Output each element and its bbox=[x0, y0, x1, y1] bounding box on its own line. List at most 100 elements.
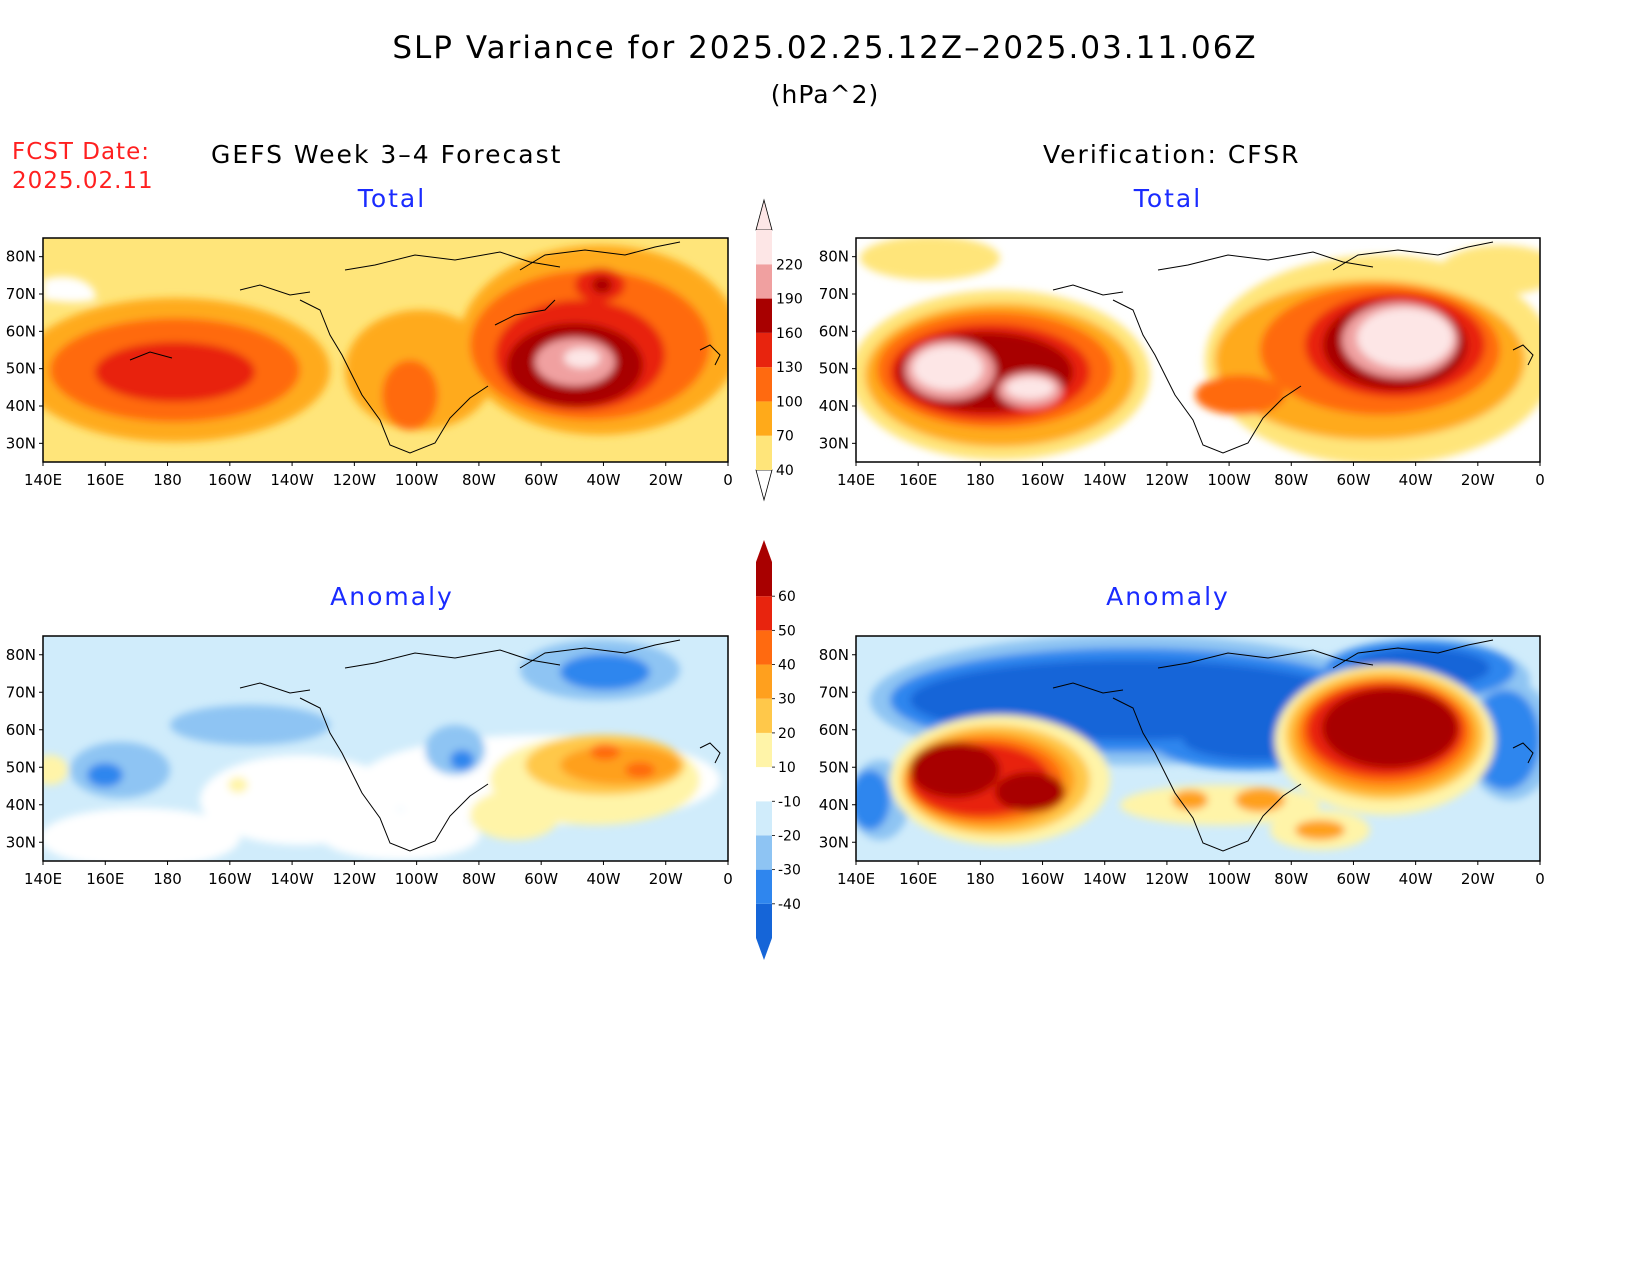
colorbar-level-label: 40 bbox=[776, 463, 794, 479]
lon-tick-label: 160E bbox=[899, 870, 937, 888]
colorbar-level-label: 130 bbox=[776, 360, 803, 376]
lat-tick-label: 80N bbox=[6, 248, 36, 266]
anomaly-colorbar: -40 -30 -20 -10 10 20 30 40 50 60 bbox=[756, 540, 801, 960]
lat-tick-label: 70N bbox=[6, 683, 36, 701]
lon-tick-label: 140E bbox=[24, 870, 62, 888]
verification-anomaly-frame bbox=[855, 635, 1541, 862]
lon-tick-label: 160W bbox=[208, 471, 252, 489]
verification-total-map bbox=[856, 238, 1540, 462]
lon-tick-label: 100W bbox=[1207, 870, 1251, 888]
lat-tick-label: 40N bbox=[819, 796, 849, 814]
colorbar-level-label: -10 bbox=[778, 794, 801, 810]
forecast-anomaly-map bbox=[43, 636, 728, 861]
lon-tick-label: 140E bbox=[837, 870, 875, 888]
colorbar-swatch bbox=[756, 435, 772, 470]
lat-tick-label: 80N bbox=[819, 248, 849, 266]
lat-tick-label: 40N bbox=[6, 397, 36, 415]
lon-tick-label: 140W bbox=[1083, 471, 1127, 489]
colorbar-swatch bbox=[756, 298, 772, 333]
lon-tick-label: 0 bbox=[1535, 471, 1545, 489]
lon-tick-label: 180 bbox=[153, 870, 182, 888]
lon-tick-label: 160E bbox=[899, 471, 937, 489]
forecast-date-label: FCST Date: 2025.02.11 bbox=[12, 138, 154, 196]
lon-tick-label: 20W bbox=[649, 870, 683, 888]
lat-tick-label: 40N bbox=[819, 397, 849, 415]
lat-tick-label: 30N bbox=[819, 434, 849, 452]
lat-tick-label: 30N bbox=[819, 833, 849, 851]
lon-tick-label: 160W bbox=[1021, 870, 1065, 888]
lon-tick-label: 80W bbox=[462, 471, 496, 489]
colorbar-level-label: 100 bbox=[776, 394, 803, 410]
lon-tick-label: 0 bbox=[723, 471, 733, 489]
colorbar-swatch bbox=[756, 630, 772, 665]
colorbar-level-label: 30 bbox=[778, 692, 796, 708]
lon-tick-label: 80W bbox=[462, 870, 496, 888]
lat-tick-label: 80N bbox=[6, 646, 36, 664]
lon-tick-label: 120W bbox=[333, 870, 377, 888]
lon-tick-label: 160E bbox=[86, 471, 124, 489]
lon-tick-label: 180 bbox=[153, 471, 182, 489]
verification-anomaly-map bbox=[856, 636, 1540, 861]
lon-tick-label: 20W bbox=[1461, 471, 1495, 489]
lon-tick-label: 40W bbox=[586, 471, 620, 489]
colorbar-max-arrow bbox=[756, 540, 772, 562]
lon-tick-label: 80W bbox=[1274, 471, 1308, 489]
colorbar-swatch bbox=[756, 401, 772, 436]
lon-tick-label: 60W bbox=[524, 870, 558, 888]
colorbar-swatch bbox=[756, 367, 772, 402]
colorbar-level-label: 50 bbox=[778, 623, 796, 639]
lat-tick-label: 30N bbox=[6, 833, 36, 851]
lon-tick-label: 60W bbox=[1336, 471, 1370, 489]
lon-tick-label: 140W bbox=[270, 471, 314, 489]
lat-tick-label: 60N bbox=[6, 721, 36, 739]
colorbar-level-label: 40 bbox=[778, 658, 796, 674]
lon-tick-label: 100W bbox=[1207, 471, 1251, 489]
lon-tick-label: 180 bbox=[966, 870, 995, 888]
verification-column-title: Verification: CFSR bbox=[1043, 140, 1301, 169]
lon-tick-label: 120W bbox=[333, 471, 377, 489]
lon-tick-label: 140W bbox=[270, 870, 314, 888]
verification-anomaly-title: Anomaly bbox=[1106, 582, 1230, 611]
lat-tick-label: 50N bbox=[6, 758, 36, 776]
colorbar-level-label: 160 bbox=[776, 326, 803, 342]
lon-tick-label: 140E bbox=[837, 471, 875, 489]
lat-tick-label: 80N bbox=[819, 646, 849, 664]
forecast-column-title: GEFS Week 3–4 Forecast bbox=[211, 140, 563, 169]
colorbar-min-arrow bbox=[756, 938, 772, 960]
lon-tick-label: 100W bbox=[395, 471, 439, 489]
lon-tick-label: 140E bbox=[24, 471, 62, 489]
lat-tick-label: 40N bbox=[6, 796, 36, 814]
forecast-date-value: 2025.02.11 bbox=[12, 168, 154, 194]
colorbar-swatch bbox=[756, 332, 772, 368]
colorbar-level-label: -40 bbox=[778, 897, 801, 913]
lat-tick-label: 50N bbox=[819, 360, 849, 378]
lat-tick-label: 60N bbox=[819, 322, 849, 340]
colorbar-swatch bbox=[756, 732, 772, 768]
lat-tick-label: 60N bbox=[819, 721, 849, 739]
lat-tick-label: 60N bbox=[6, 322, 36, 340]
colorbar-level-label: 20 bbox=[778, 726, 796, 742]
colorbar-swatch bbox=[756, 664, 772, 699]
colorbar-swatch bbox=[756, 835, 772, 870]
colorbar-level-label: 10 bbox=[778, 760, 796, 776]
lon-tick-label: 20W bbox=[649, 471, 683, 489]
lon-tick-label: 40W bbox=[1399, 870, 1433, 888]
lon-tick-label: 80W bbox=[1274, 870, 1308, 888]
forecast-anomaly-frame bbox=[42, 635, 729, 862]
lon-tick-label: 20W bbox=[1461, 870, 1495, 888]
forecast-total-frame bbox=[42, 237, 729, 463]
colorbar-level-label: 220 bbox=[776, 257, 803, 273]
lat-tick-label: 70N bbox=[819, 285, 849, 303]
total-colorbar: 40 70 100 130 160 190 220 bbox=[755, 198, 803, 502]
verification-total-frame bbox=[855, 237, 1541, 463]
colorbar-level-label: 190 bbox=[776, 292, 803, 308]
lon-tick-label: 0 bbox=[1535, 870, 1545, 888]
lon-tick-label: 40W bbox=[586, 870, 620, 888]
forecast-total-title: Total bbox=[357, 184, 427, 213]
lon-tick-label: 140W bbox=[1083, 870, 1127, 888]
colorbar-min-arrow bbox=[755, 469, 773, 502]
lon-tick-label: 40W bbox=[1399, 471, 1433, 489]
lon-tick-label: 100W bbox=[395, 870, 439, 888]
lon-tick-label: 60W bbox=[524, 471, 558, 489]
